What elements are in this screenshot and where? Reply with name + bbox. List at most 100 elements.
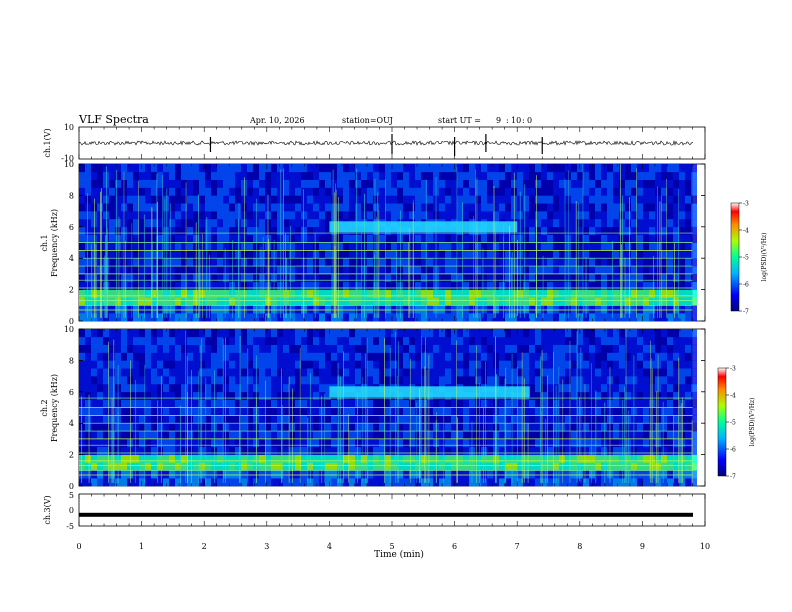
spectrogram-cell	[439, 470, 445, 479]
spectrogram-cell	[271, 336, 277, 345]
spectrogram-cell	[163, 187, 169, 196]
spectrogram-cell	[235, 438, 241, 448]
spectrogram-cell	[223, 431, 229, 440]
spectrogram-cell	[679, 171, 685, 180]
tone-band	[329, 386, 530, 398]
spectrogram-cell	[421, 336, 427, 345]
spectrogram-cell	[103, 399, 109, 408]
spectrogram-cell	[385, 179, 391, 188]
spectrogram-cell	[643, 203, 649, 212]
spectrogram-cell	[295, 470, 301, 479]
spectrogram-cell	[391, 438, 397, 448]
spectrogram-cell	[445, 336, 451, 345]
spectrogram-cell	[223, 250, 229, 259]
spectrogram-cell	[283, 478, 289, 487]
spectrogram-cell	[247, 431, 253, 440]
spectrogram-cell	[457, 446, 463, 455]
spectrogram-cell	[415, 415, 421, 424]
spectrogram-cell	[175, 352, 181, 361]
spectrogram-cell	[175, 478, 181, 487]
spectrogram-cell	[247, 399, 253, 408]
spectrogram-cell	[589, 360, 595, 369]
spectrogram-cell	[259, 313, 265, 322]
spectrogram-cell	[295, 281, 301, 290]
spectrogram-cell	[367, 446, 373, 455]
spectrogram-cell	[421, 187, 427, 196]
spectrogram-cell	[325, 203, 331, 212]
spectrogram-cell	[361, 423, 367, 432]
spectrogram-cell	[319, 329, 325, 338]
spectrogram-cell	[379, 376, 385, 385]
spectrogram-cell	[505, 344, 511, 353]
spectrogram-cell	[583, 352, 589, 361]
spectrogram-cell	[469, 313, 475, 322]
spectrogram-cell	[181, 368, 187, 377]
spectrogram-cell	[529, 218, 535, 228]
spectrogram-cell	[259, 446, 265, 455]
spectrogram-cell	[223, 329, 229, 338]
spectrogram-cell	[577, 250, 583, 259]
spectrogram-cell	[217, 171, 223, 180]
spectrogram-cell	[109, 179, 115, 188]
spectrogram-cell	[265, 336, 271, 345]
spectrogram-cell	[559, 470, 565, 479]
colorbar-tick-label: -6	[743, 282, 749, 289]
spectrogram-cell	[97, 171, 103, 180]
spectrogram-cell	[499, 344, 505, 353]
spectrogram-cell	[601, 399, 607, 408]
spectrogram-cell	[331, 297, 337, 306]
spectrogram-cell	[415, 462, 421, 471]
spectrogram-cell	[259, 423, 265, 432]
spectrogram-cell	[469, 234, 475, 243]
spectrogram-cell	[157, 423, 163, 432]
spectrogram-cell	[163, 218, 169, 228]
spectrogram-cell	[673, 352, 679, 361]
spectrogram-cell	[259, 470, 265, 479]
spectrogram-cell	[133, 352, 139, 361]
spectrogram-cell	[631, 242, 637, 251]
spectrogram-cell	[181, 179, 187, 188]
spectrogram-cell	[355, 431, 361, 440]
spectrogram-cell	[205, 266, 211, 275]
spectrogram-cell	[157, 226, 163, 235]
spectrogram-cell	[499, 415, 505, 424]
spectrogram-cell	[391, 423, 397, 432]
spectrogram-cell	[493, 329, 499, 338]
spectrogram-cell	[289, 211, 295, 220]
spectrogram-cell	[487, 187, 493, 196]
spectrogram-cell	[607, 305, 613, 314]
spectrogram-cell	[601, 478, 607, 487]
spectrogram-cell	[79, 383, 85, 393]
spectrogram-cell	[655, 273, 661, 283]
spectrogram-cell	[115, 187, 121, 196]
spectrogram-cell	[343, 211, 349, 220]
spectrogram-cell	[91, 415, 97, 424]
spectrogram-cell	[487, 415, 493, 424]
spectrogram-cell	[541, 329, 547, 338]
spectrogram-cell	[115, 297, 121, 306]
spectrogram-cell	[685, 407, 691, 416]
spectrogram-cell	[463, 211, 469, 220]
spectrogram-cell	[157, 329, 163, 338]
spectrogram-cell	[205, 164, 211, 173]
spectrogram-cell	[187, 399, 193, 408]
spectrogram-cell	[631, 234, 637, 243]
spectrogram-cell	[157, 218, 163, 228]
spectrogram-cell	[97, 383, 103, 393]
spectrogram-cell	[271, 203, 277, 212]
spectrogram-cell	[127, 297, 133, 306]
spectrogram-cell	[277, 344, 283, 353]
spectrogram-cell	[241, 171, 247, 180]
spectrogram-cell	[685, 266, 691, 275]
spectrogram-cell	[271, 368, 277, 377]
spectrogram-cell	[625, 360, 631, 369]
spectrogram-cell	[247, 470, 253, 479]
spectrogram-cell	[481, 415, 487, 424]
spectrogram-cell	[175, 281, 181, 290]
spectrogram-cell	[247, 423, 253, 432]
spectrogram-cell	[409, 431, 415, 440]
spectrogram-cell	[673, 289, 679, 298]
spectrogram-cell	[253, 195, 259, 204]
spectrogram-cell	[97, 329, 103, 338]
spectrogram-cell	[217, 407, 223, 416]
